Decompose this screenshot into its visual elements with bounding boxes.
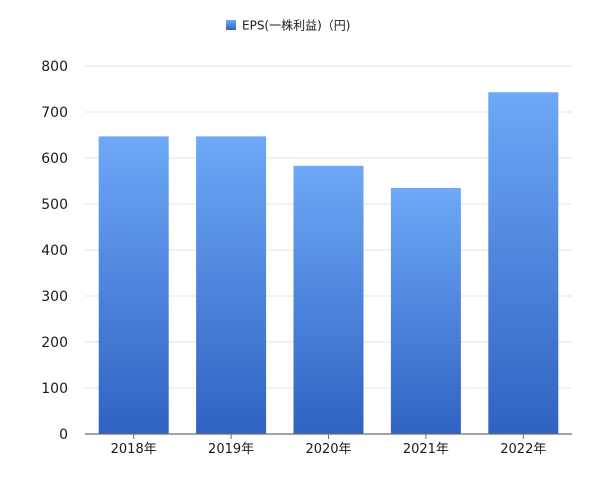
x-tick-label: 2018年 xyxy=(111,442,157,457)
y-tick-label: 100 xyxy=(41,381,68,397)
y-tick-label: 700 xyxy=(41,105,68,121)
legend-label: EPS(一株利益)（円) xyxy=(242,18,350,33)
legend-swatch xyxy=(226,20,236,30)
y-tick-label: 0 xyxy=(59,427,68,443)
bar-2020年 xyxy=(293,165,364,434)
x-tick-label: 2022年 xyxy=(500,442,546,457)
x-axis-ticks: 2018年 2019年 2020年 2021年 2022年 xyxy=(111,434,546,457)
bars xyxy=(98,92,559,434)
y-tick-label: 200 xyxy=(41,335,68,351)
bar-2021年 xyxy=(390,187,461,434)
y-tick-label: 600 xyxy=(41,151,68,167)
x-tick-label: 2020年 xyxy=(305,442,351,457)
y-tick-label: 400 xyxy=(41,243,68,259)
legend: EPS(一株利益)（円) xyxy=(226,18,350,33)
y-tick-label: 300 xyxy=(41,289,68,305)
y-tick-label: 500 xyxy=(41,197,68,213)
x-tick-label: 2019年 xyxy=(208,442,254,457)
bar-2019年 xyxy=(196,136,267,434)
y-tick-label: 800 xyxy=(41,59,68,75)
bar-2022年 xyxy=(488,92,559,434)
x-tick-label: 2021年 xyxy=(403,442,449,457)
bar-2018年 xyxy=(98,136,169,434)
y-axis-ticks: 0 100 200 300 400 500 600 700 800 xyxy=(41,59,68,443)
